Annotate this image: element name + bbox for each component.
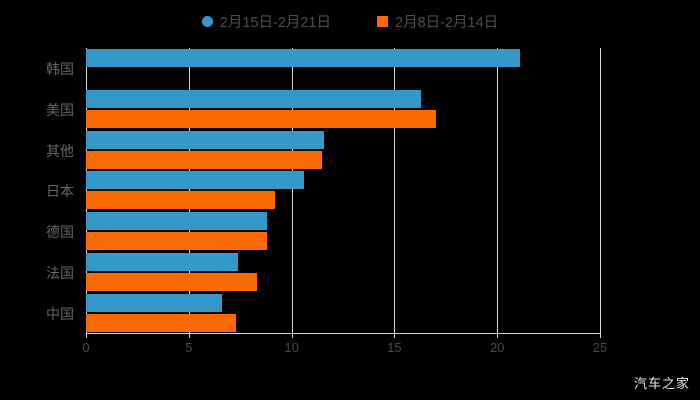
x-tick-label-25: 25 [592, 340, 608, 355]
y-axis-line [86, 48, 87, 333]
y-axis-label-3: 日本 [46, 183, 74, 200]
bar-row: 日本 [46, 170, 600, 211]
x-axis-line [86, 333, 600, 334]
bar-6-0[interactable] [86, 293, 222, 312]
bar-5-1[interactable] [86, 272, 257, 291]
bar-6-1[interactable] [86, 313, 237, 332]
bar-4-1[interactable] [86, 232, 267, 251]
plot-area: 0 5 10 15 20 25 韩国美国其他日本德国法国中国 [46, 48, 607, 355]
legend-label-0: 2月15日-2月21日 [219, 14, 332, 31]
x-tick-label-5: 5 [185, 340, 193, 355]
gridline-20 [497, 48, 499, 333]
bar-1-0[interactable] [86, 90, 422, 109]
bar-3-1[interactable] [86, 191, 276, 210]
x-tick-mark-0 [86, 333, 87, 338]
gridline-15 [394, 48, 396, 333]
gridline-5 [188, 48, 190, 333]
bar-row: 法国 [46, 252, 600, 293]
bar-2-0[interactable] [86, 130, 325, 149]
x-tick-mark-25 [600, 333, 601, 338]
bar-0-0[interactable] [86, 49, 520, 68]
x-tick-label-20: 20 [489, 340, 505, 355]
legend-label-1: 2月8日-2月14日 [395, 14, 499, 31]
y-axis-label-1: 美国 [46, 102, 74, 119]
x-tick-mark-10 [291, 333, 293, 338]
x-tick-mark-5 [188, 333, 190, 338]
y-axis-label-2: 其他 [46, 142, 74, 159]
x-tick-mark-15 [394, 333, 396, 338]
bar-2-1[interactable] [86, 150, 323, 169]
bar-row: 美国 [46, 89, 600, 130]
bar-row: 德国 [46, 211, 600, 252]
legend-marker-circle-icon [201, 15, 213, 27]
bar-3-0[interactable] [86, 171, 304, 190]
watermark: 汽车之家 [633, 376, 690, 391]
legend-marker-square-icon [377, 15, 389, 27]
legend-entry-1[interactable]: 2月8日-2月14日 [377, 11, 498, 32]
gridline-25 [600, 48, 601, 333]
bar-4-0[interactable] [86, 212, 267, 231]
gridline-10 [291, 48, 293, 333]
y-axis-label-5: 法国 [46, 264, 74, 281]
bar-row: 中国 [46, 292, 600, 333]
y-axis-label-4: 德国 [46, 224, 74, 241]
bar-5-0[interactable] [86, 252, 239, 271]
x-tick-label-15: 15 [387, 340, 402, 355]
x-tick-label-0: 0 [82, 340, 90, 355]
bar-row: 其他 [46, 129, 600, 170]
x-tick-mark-20 [497, 333, 499, 338]
x-tick-label-10: 10 [284, 340, 299, 355]
bar-row: 韩国 [46, 48, 600, 89]
legend-entry-0[interactable]: 2月15日-2月21日 [201, 11, 332, 32]
chart-legend: 2月15日-2月21日 2月8日-2月14日 [0, 8, 700, 34]
y-axis-label-0: 韩国 [46, 61, 74, 78]
y-axis-label-6: 中国 [46, 305, 74, 322]
bar-1-1[interactable] [86, 110, 436, 129]
